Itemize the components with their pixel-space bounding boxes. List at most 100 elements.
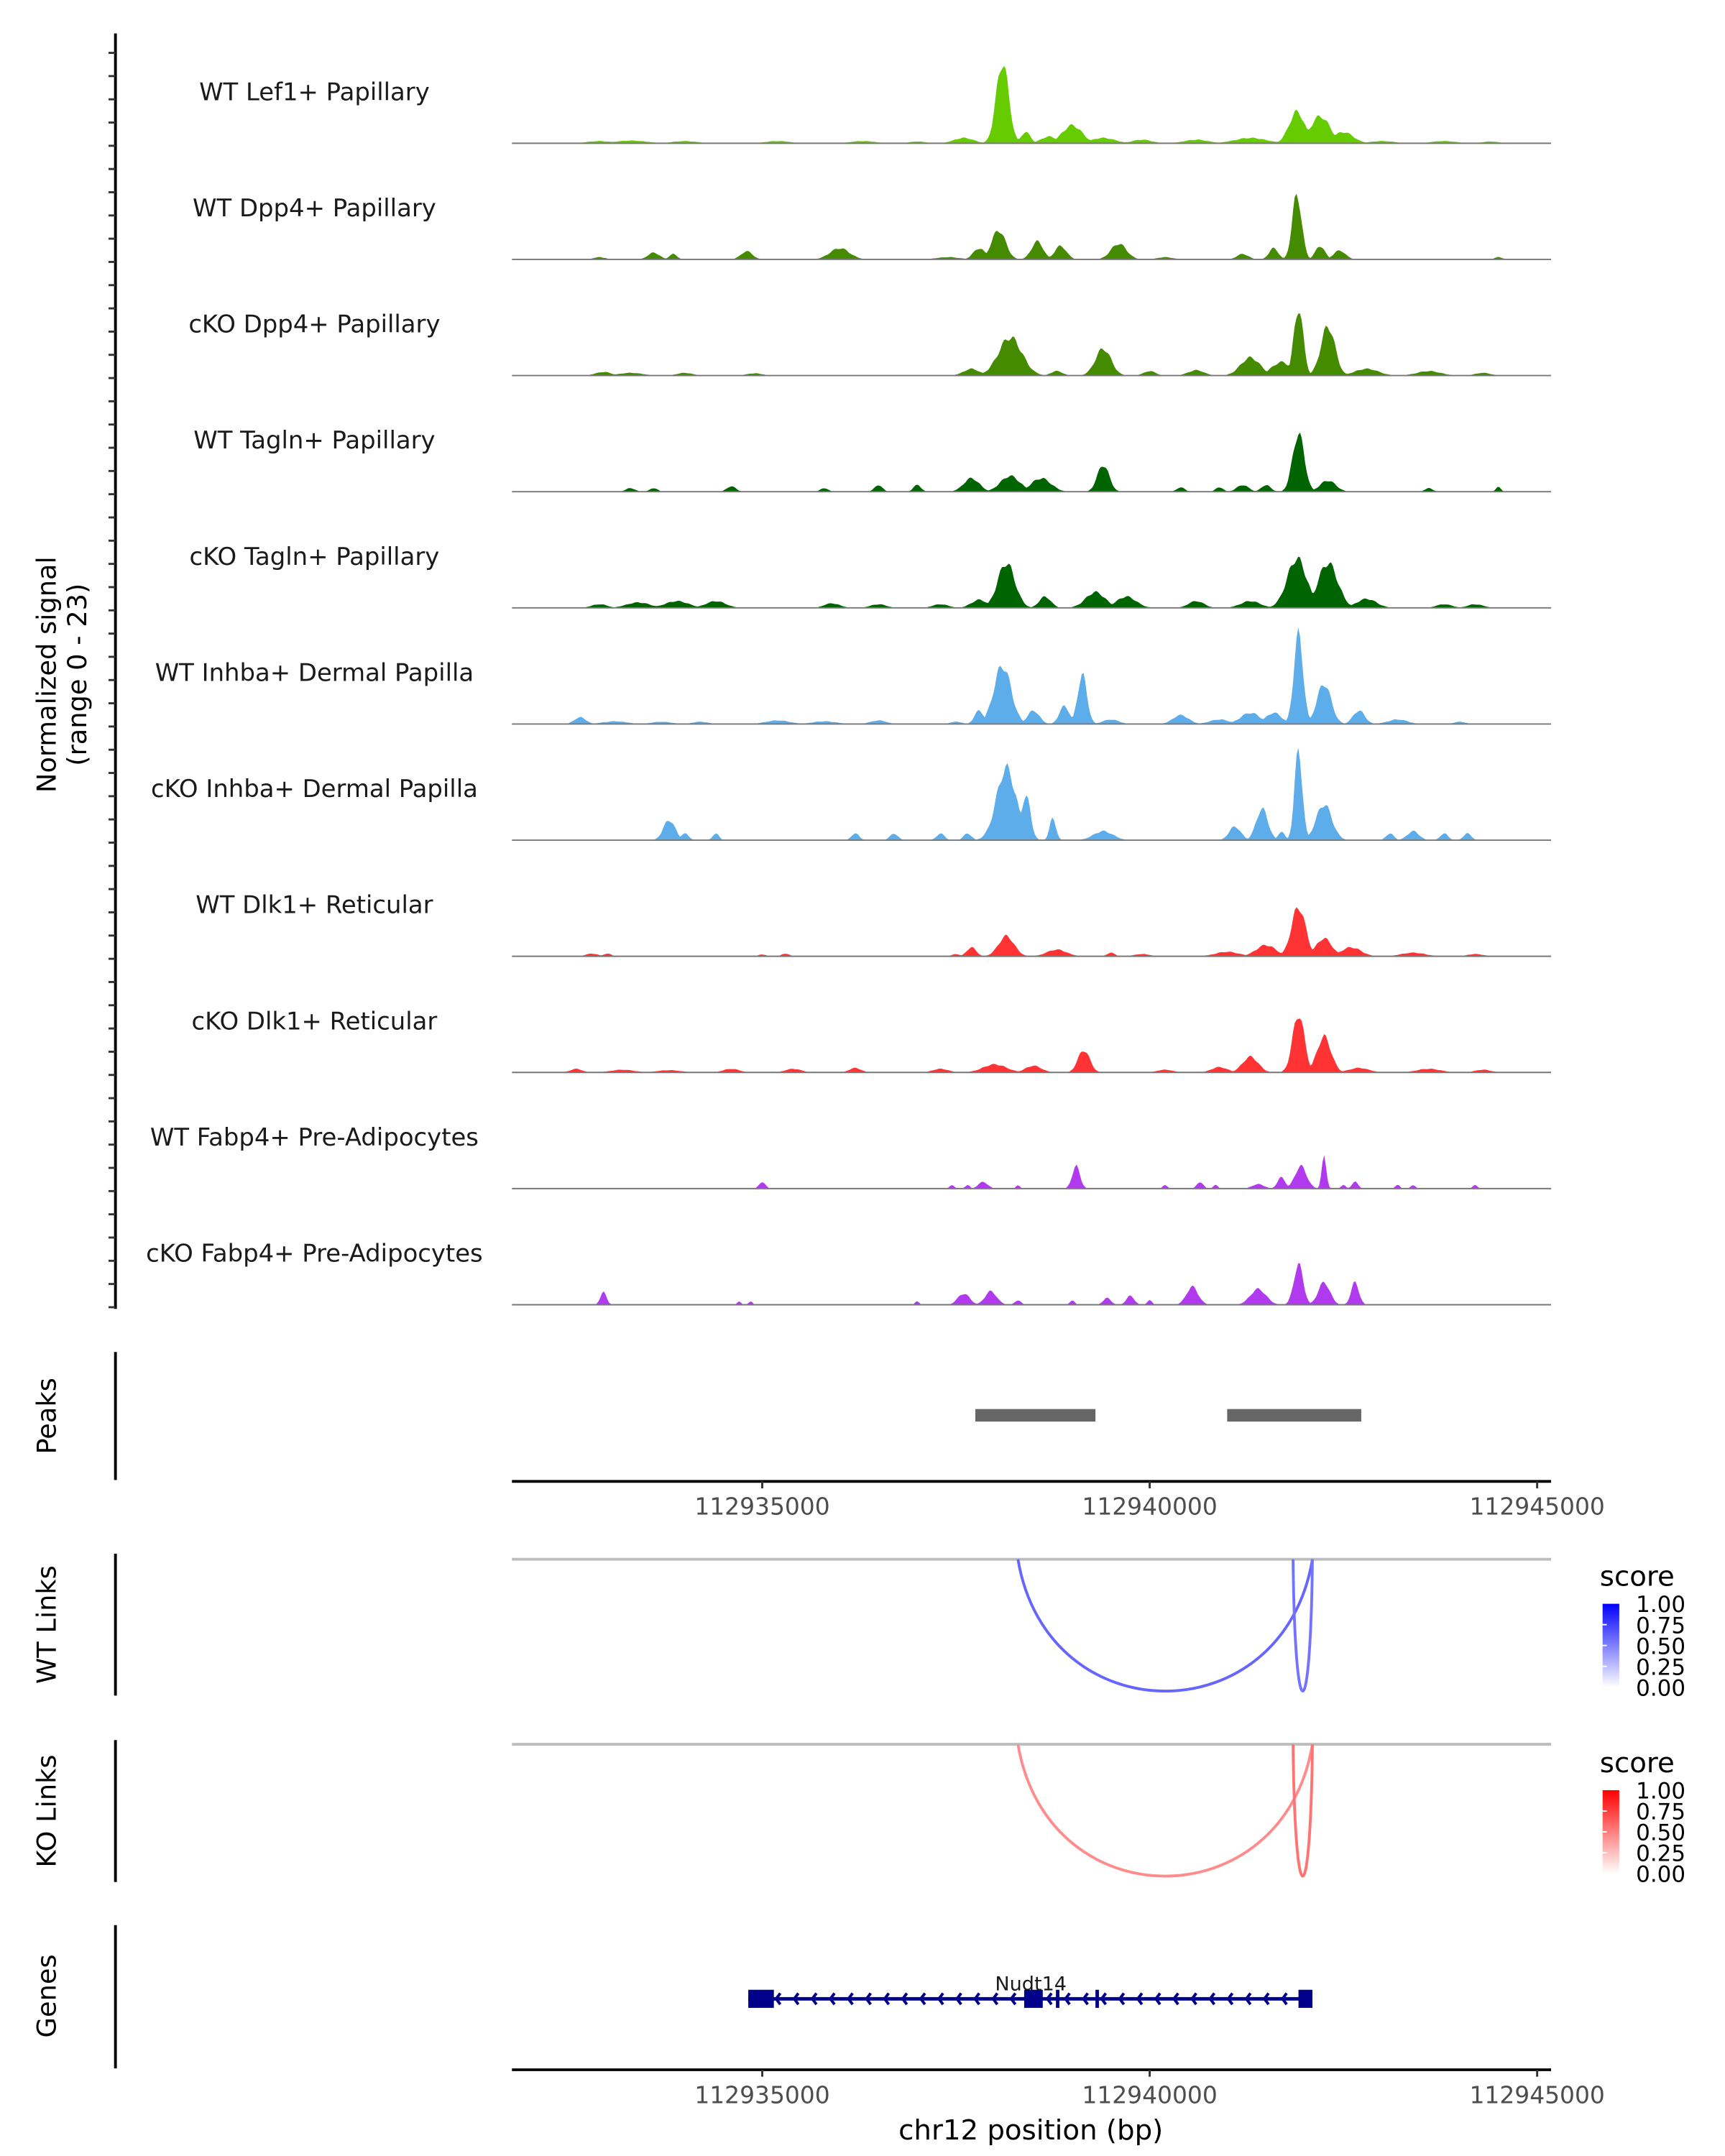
- ko-score-legend: score 1.000.750.500.250.00: [1600, 1747, 1685, 1888]
- track-label: WT Inhba+ Dermal Papilla: [155, 658, 474, 686]
- wt-links-arcs: [1016, 1559, 1314, 1692]
- link-arc: [1016, 1743, 1314, 1878]
- gene-name: Nudt14: [995, 1973, 1067, 1996]
- strand-arrow: [1226, 1992, 1234, 2006]
- x-tick-label: 112935000: [694, 2081, 829, 2109]
- coverage-area: [512, 747, 1552, 841]
- strand-arrow: [883, 1992, 891, 2006]
- ko-links-track: KO Links: [31, 1740, 1552, 1882]
- coverage-area: [512, 1155, 1552, 1189]
- strand-arrow: [1154, 1992, 1162, 2006]
- track-label: WT Dlk1+ Reticular: [196, 891, 433, 919]
- exon: [1024, 1989, 1043, 2008]
- track-2: cKO Dpp4+ Papillary: [188, 310, 1552, 377]
- track-label: cKO Dpp4+ Papillary: [188, 310, 440, 338]
- x-axis-title: chr12 position (bp): [898, 2114, 1163, 2147]
- legend-tick-label: 0.00: [1636, 1862, 1685, 1888]
- x-tick-label: 112940000: [1082, 1493, 1217, 1521]
- wt-links-label: WT Links: [31, 1565, 62, 1684]
- strand-arrow: [1063, 1992, 1071, 2006]
- legend-tick-label: 0.50: [1636, 1820, 1685, 1846]
- strand-arrow: [1280, 1992, 1288, 2006]
- link-arc: [1292, 1744, 1314, 1878]
- strand-arrow: [991, 1992, 999, 2006]
- coverage-area: [512, 432, 1552, 492]
- peaks-track-label: Peaks: [31, 1378, 62, 1454]
- strand-arrow: [1118, 1992, 1126, 2006]
- strand-arrow: [1136, 1992, 1144, 2006]
- strand-arrow: [828, 1992, 836, 2006]
- coverage-area: [512, 1018, 1552, 1073]
- x-tick-label: 112940000: [1082, 2081, 1217, 2109]
- strand-arrow: [919, 1992, 926, 2006]
- ko-links-arcs: [1016, 1743, 1314, 1878]
- track-5: WT Inhba+ Dermal Papilla: [155, 627, 1552, 725]
- legend-tick-label: 1.00: [1636, 1779, 1685, 1805]
- x-axis-bottom: 112935000 112940000 112945000: [512, 2068, 1605, 2109]
- ko-links-label: KO Links: [31, 1754, 62, 1867]
- link-arc: [1292, 1559, 1314, 1692]
- track-0: WT Lef1+ Papillary: [199, 66, 1552, 144]
- strand-arrow: [792, 1992, 800, 2006]
- strand-arrow: [937, 1992, 944, 2006]
- genes-track: Genes Nudt14: [31, 1925, 1312, 2069]
- legend-tick-label: 0.25: [1636, 1841, 1685, 1867]
- link-arc: [1016, 1559, 1314, 1692]
- exon: [1298, 1989, 1312, 2008]
- legend-tick-label: 0.75: [1636, 1800, 1685, 1825]
- legend-tick-label: 0.50: [1636, 1634, 1685, 1659]
- track-label: WT Dpp4+ Papillary: [193, 194, 436, 222]
- x-tick-label: 112935000: [694, 1493, 829, 1521]
- strand-arrow: [865, 1992, 872, 2006]
- x-axis-top: 112935000 112940000 112945000: [512, 1480, 1605, 1521]
- x-tick-label: 112945000: [1469, 2081, 1604, 2109]
- strand-arrow: [973, 1992, 980, 2006]
- track-3: WT Tagln+ Papillary: [193, 426, 1552, 493]
- strand-arrow: [1045, 1992, 1053, 2006]
- y-axis-title-main: Normalized signal: [31, 556, 62, 793]
- track-label: cKO Inhba+ Dermal Papilla: [151, 775, 478, 803]
- coverage-area: [512, 193, 1552, 259]
- peak-regions: [975, 1409, 1361, 1422]
- legend-tick-label: 0.75: [1636, 1613, 1685, 1639]
- strand-arrow: [1082, 1992, 1089, 2006]
- wt-legend-title: score: [1600, 1560, 1675, 1593]
- exon: [1095, 1989, 1099, 2008]
- track-label: WT Tagln+ Papillary: [193, 426, 435, 454]
- track-8: cKO Dlk1+ Reticular: [192, 1007, 1552, 1074]
- strand-arrow: [810, 1992, 818, 2006]
- track-label: cKO Tagln+ Papillary: [190, 543, 440, 571]
- peak-region: [975, 1409, 1096, 1422]
- track-9: WT Fabp4+ Pre-Adipocytes: [150, 1123, 1552, 1189]
- strand-arrow: [1208, 1992, 1216, 2006]
- gene-models: Nudt14: [748, 1973, 1312, 2008]
- strand-arrow: [901, 1992, 908, 2006]
- exon: [748, 1989, 774, 2008]
- strand-arrow: [774, 1992, 782, 2006]
- strand-arrow: [1172, 1992, 1179, 2006]
- track-label: WT Lef1+ Papillary: [199, 78, 430, 106]
- legend-tick-label: 1.00: [1636, 1592, 1685, 1618]
- wt-links-track: WT Links: [31, 1553, 1552, 1696]
- ko-legend-ticks: 1.000.750.500.250.00: [1602, 1779, 1685, 1888]
- exon: [1056, 1989, 1059, 2008]
- y-axis-ticks: [108, 52, 116, 1309]
- strand-arrow: [1262, 1992, 1270, 2006]
- ko-legend-title: score: [1600, 1747, 1675, 1779]
- track-label: cKO Dlk1+ Reticular: [192, 1007, 438, 1035]
- wt-score-legend: score 1.000.750.500.250.00: [1600, 1560, 1685, 1701]
- y-axis-title-sub: (range 0 - 23): [62, 584, 93, 766]
- wt-legend-ticks: 1.000.750.500.250.00: [1602, 1592, 1685, 1701]
- y-axis-title: Normalized signal (range 0 - 23): [31, 556, 93, 793]
- track-label: cKO Fabp4+ Pre-Adipocytes: [146, 1239, 483, 1267]
- strand-arrow: [1244, 1992, 1252, 2006]
- coverage-area: [512, 627, 1552, 724]
- peaks-track: Peaks: [31, 1352, 1361, 1480]
- track-label: WT Fabp4+ Pre-Adipocytes: [150, 1123, 479, 1151]
- coverage-area: [512, 907, 1552, 957]
- track-1: WT Dpp4+ Papillary: [193, 193, 1552, 260]
- strand-arrow: [954, 1992, 962, 2006]
- track-6: cKO Inhba+ Dermal Papilla: [151, 747, 1552, 841]
- legend-tick-label: 0.25: [1636, 1654, 1685, 1680]
- coverage-tracks: WT Lef1+ Papillary WT Dpp4+ Papillary cKO …: [146, 66, 1552, 1306]
